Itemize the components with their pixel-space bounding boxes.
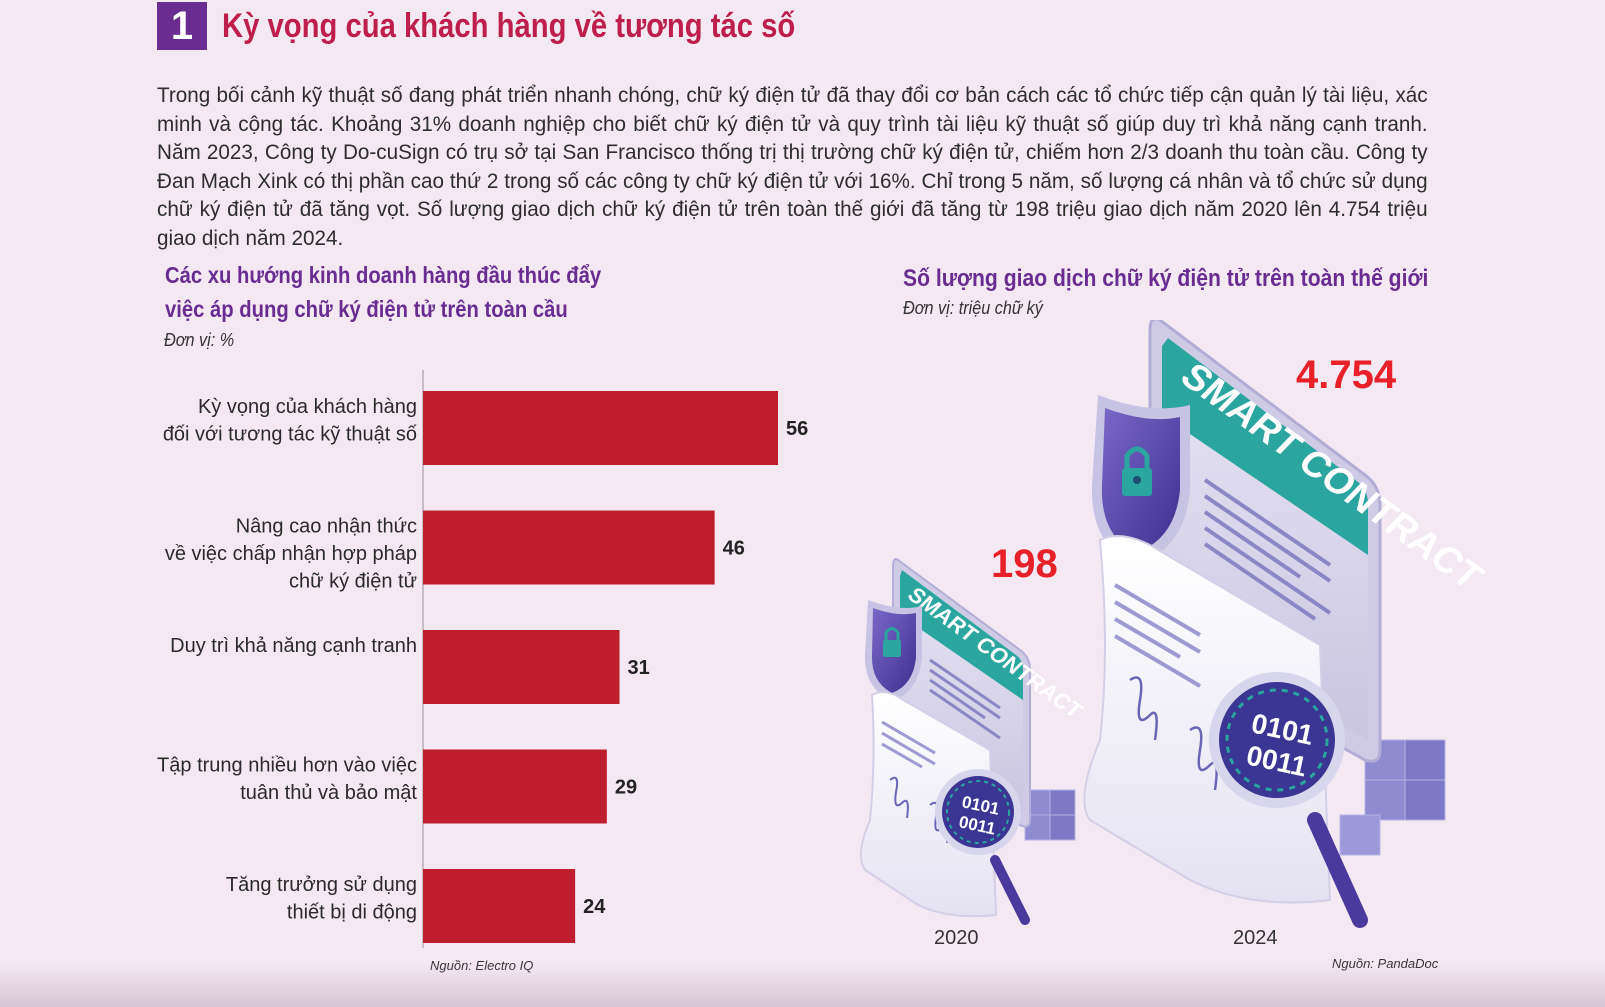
bar-category-label-4: Tập trung nhiều hơn vào việc tuân thủ và … xyxy=(157,755,417,805)
value-label-2020: 198 xyxy=(991,542,1058,586)
bar-chart: 56 Kỳ vọng của khách hàng đối với tương tá… xyxy=(157,370,808,948)
intro-paragraph: Trong bối cảnh kỹ thuật số đang phát tri… xyxy=(157,84,1428,250)
magnifier-icon: 0101 0011 xyxy=(935,769,1030,925)
bar-4 xyxy=(423,749,607,824)
bottom-shade xyxy=(0,962,1605,1007)
magnifier-icon: 0101 0011 xyxy=(1209,672,1368,928)
bar-value-label-5: 24 xyxy=(583,896,606,918)
contract-document-small-icon: SMART CONTRACT 0101 xyxy=(860,558,1088,925)
contract-document-large-icon: SMART CONTRACT xyxy=(1083,320,1492,928)
bar-category-label-2: Nâng cao nhận thức về việc chấp nhận hợp … xyxy=(165,516,417,593)
bar-value-label-3: 31 xyxy=(628,657,650,679)
pictorial-chart-unit: Đơn vị: triệu chữ ký xyxy=(903,298,1043,318)
bar-value-label-4: 29 xyxy=(615,777,637,799)
bar-2 xyxy=(423,510,715,585)
pictorial-chart-title: Số lượng giao dịch chữ ký điện tử trên t… xyxy=(903,265,1429,292)
section-number: 1 xyxy=(157,2,207,50)
cube-stack-icon xyxy=(1339,739,1446,856)
smart-contract-illustration: SMART CONTRACT xyxy=(860,320,1492,928)
shield-lock-icon xyxy=(864,600,922,702)
bar-value-label-1: 56 xyxy=(786,418,808,440)
bar-value-label-2: 46 xyxy=(723,538,745,560)
shield-lock-icon xyxy=(1091,395,1190,565)
year-label-2020: 2020 xyxy=(934,927,979,949)
bar-chart-title-line-1: Các xu hướng kinh doanh hàng đầu thúc đẩ… xyxy=(165,262,602,288)
bar-category-label-1: Kỳ vọng của khách hàng đối với tương tác … xyxy=(163,396,417,446)
year-label-2024: 2024 xyxy=(1233,927,1278,949)
bar-category-label-3: Duy trì khả năng cạnh tranh xyxy=(170,635,417,657)
cube-stack-icon xyxy=(1024,789,1076,841)
value-label-2024: 4.754 xyxy=(1296,353,1397,397)
section-title: Kỳ vọng của khách hàng về tương tác số xyxy=(222,7,796,45)
bar-3 xyxy=(423,630,620,704)
bar-chart-unit: Đơn vị: % xyxy=(164,330,235,350)
bar-chart-title-line-2: việc áp dụng chữ ký điện tử trên toàn cầ… xyxy=(165,296,568,322)
bar-1 xyxy=(423,391,778,465)
bar-5 xyxy=(423,869,576,943)
bar-category-label-5: Tăng trưởng sử dụng thiết bị di động xyxy=(226,874,417,924)
